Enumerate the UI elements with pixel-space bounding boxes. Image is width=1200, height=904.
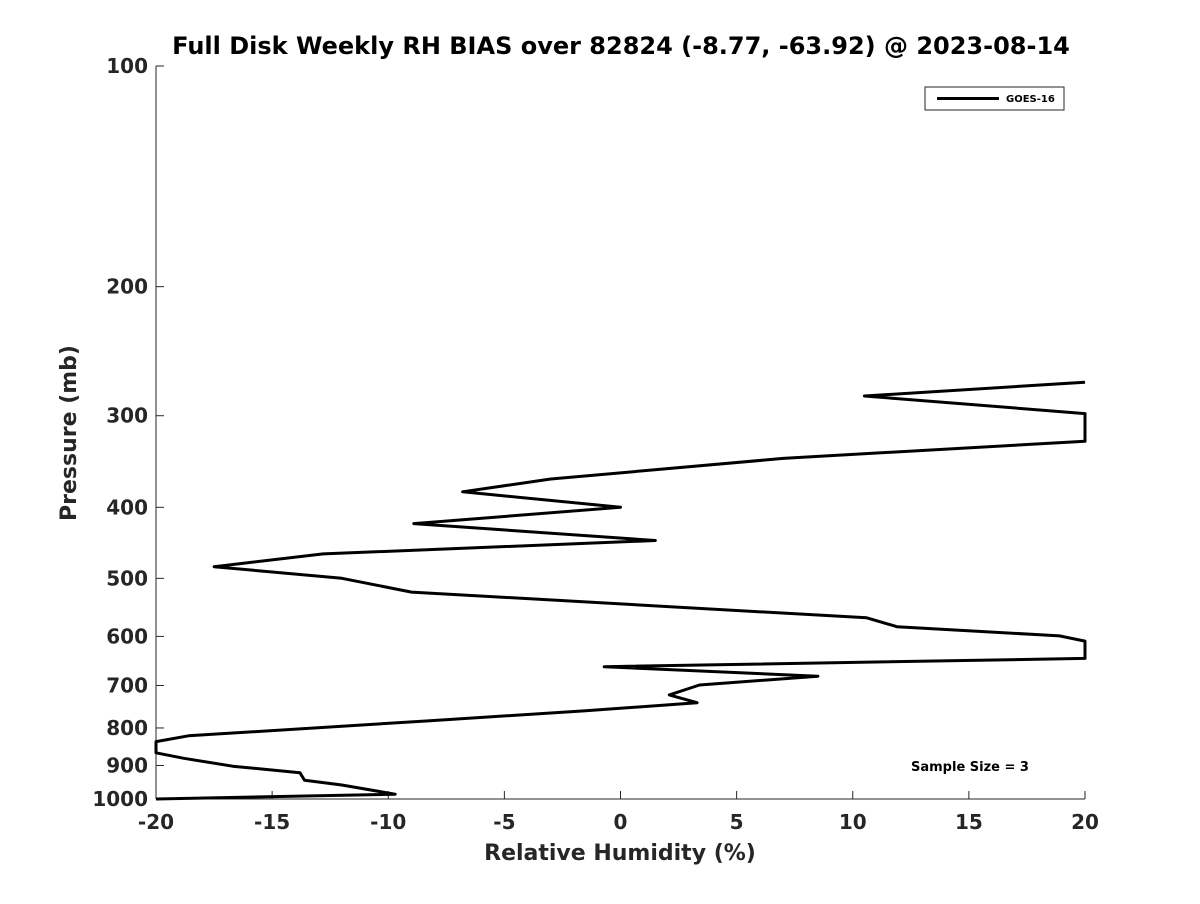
x-tick-label: 5 [730,810,744,834]
x-tick-label: -20 [138,810,174,834]
x-tick-label: -15 [254,810,290,834]
y-axis-label: Pressure (mb) [57,345,82,521]
x-tick-label: 0 [614,810,628,834]
y-tick-label: 1000 [92,787,148,811]
x-tick-label: 20 [1071,810,1099,834]
x-axis-ticks: -20 -15 -10 -5 0 5 10 15 20 [138,791,1099,834]
y-tick-label: 200 [106,275,148,299]
x-tick-label: -5 [493,810,515,834]
y-tick-label: 800 [106,716,148,740]
y-tick-label: 900 [106,753,148,777]
y-tick-label: 600 [106,624,148,648]
y-tick-label: 700 [106,673,148,697]
legend-label: GOES-16 [1006,94,1055,105]
y-tick-label: 400 [106,495,148,519]
x-tick-label: 15 [955,810,983,834]
chart-title: Full Disk Weekly RH BIAS over 82824 (-8.… [172,32,1070,60]
y-axis-ticks: 100 200 300 400 500 600 700 800 900 1000 [92,54,164,811]
sample-size-annotation: Sample Size = 3 [911,760,1029,775]
y-tick-label: 500 [106,566,148,590]
legend: GOES-16 [924,86,1065,111]
y-tick-label: 100 [106,54,148,78]
x-axis-label: Relative Humidity (%) [484,841,756,866]
series-layer [154,380,1087,801]
x-tick-label: -10 [370,810,406,834]
series-line-0 [154,380,1087,801]
y-tick-label: 300 [106,404,148,428]
x-tick-label: 10 [839,810,867,834]
